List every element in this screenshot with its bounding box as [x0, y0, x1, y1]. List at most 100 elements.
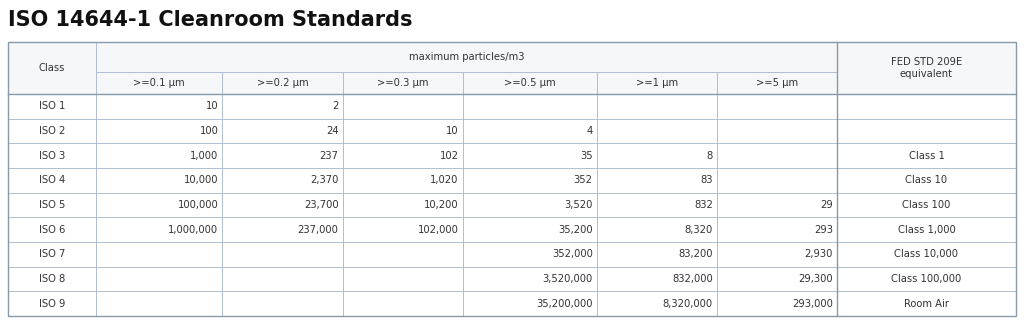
- Bar: [8, 291, 96, 316]
- Text: ISO 4: ISO 4: [39, 175, 66, 185]
- Text: >=0.2 μm: >=0.2 μm: [257, 78, 308, 88]
- Text: ISO 14644-1 Cleanroom Standards: ISO 14644-1 Cleanroom Standards: [8, 10, 413, 30]
- Bar: [837, 42, 1016, 94]
- Bar: [222, 193, 343, 217]
- Bar: [597, 193, 717, 217]
- Text: ISO 6: ISO 6: [39, 225, 66, 235]
- Bar: [717, 94, 837, 119]
- Bar: [597, 291, 717, 316]
- Text: 2,370: 2,370: [310, 175, 339, 185]
- Text: ISO 1: ISO 1: [39, 101, 66, 111]
- Bar: [463, 119, 597, 143]
- Bar: [96, 267, 222, 291]
- Bar: [463, 94, 597, 119]
- Text: 3,520,000: 3,520,000: [543, 274, 593, 284]
- Bar: [343, 72, 463, 94]
- Text: 83,200: 83,200: [678, 249, 713, 259]
- Bar: [343, 291, 463, 316]
- Text: 237,000: 237,000: [298, 225, 339, 235]
- Bar: [717, 119, 837, 143]
- Text: 35,200,000: 35,200,000: [537, 299, 593, 309]
- Bar: [463, 143, 597, 168]
- Bar: [222, 168, 343, 193]
- Bar: [222, 267, 343, 291]
- Bar: [837, 193, 1016, 217]
- Text: 832,000: 832,000: [672, 274, 713, 284]
- Text: 35: 35: [580, 151, 593, 161]
- Bar: [717, 242, 837, 267]
- Bar: [837, 94, 1016, 119]
- Bar: [463, 168, 597, 193]
- Bar: [96, 42, 837, 72]
- Bar: [343, 193, 463, 217]
- Bar: [96, 168, 222, 193]
- Text: 352: 352: [573, 175, 593, 185]
- Bar: [343, 119, 463, 143]
- Text: 352,000: 352,000: [552, 249, 593, 259]
- Text: >=0.1 μm: >=0.1 μm: [133, 78, 185, 88]
- Bar: [463, 267, 597, 291]
- Bar: [463, 193, 597, 217]
- Bar: [96, 193, 222, 217]
- Text: Class 10: Class 10: [905, 175, 947, 185]
- Text: 102,000: 102,000: [418, 225, 459, 235]
- Bar: [717, 291, 837, 316]
- Text: 83: 83: [700, 175, 713, 185]
- Text: 10,000: 10,000: [184, 175, 218, 185]
- Text: 2: 2: [332, 101, 339, 111]
- Text: >=0.5 μm: >=0.5 μm: [504, 78, 555, 88]
- Bar: [222, 217, 343, 242]
- Text: 102: 102: [439, 151, 459, 161]
- Bar: [96, 242, 222, 267]
- Text: ISO 2: ISO 2: [39, 126, 66, 136]
- Bar: [717, 72, 837, 94]
- Text: 293,000: 293,000: [792, 299, 833, 309]
- Text: 293: 293: [814, 225, 833, 235]
- Bar: [597, 168, 717, 193]
- Bar: [96, 72, 222, 94]
- Bar: [222, 94, 343, 119]
- Bar: [8, 143, 96, 168]
- Text: >=1 μm: >=1 μm: [636, 78, 678, 88]
- Text: 10: 10: [446, 126, 459, 136]
- Bar: [8, 42, 96, 94]
- Bar: [8, 267, 96, 291]
- Bar: [837, 143, 1016, 168]
- Bar: [343, 168, 463, 193]
- Text: >=0.3 μm: >=0.3 μm: [377, 78, 428, 88]
- Text: 29: 29: [820, 200, 833, 210]
- Text: 237: 237: [319, 151, 339, 161]
- Bar: [222, 291, 343, 316]
- Text: Class 100,000: Class 100,000: [891, 274, 962, 284]
- Bar: [837, 267, 1016, 291]
- Bar: [343, 94, 463, 119]
- Text: Class 1,000: Class 1,000: [898, 225, 955, 235]
- Text: 8,320: 8,320: [685, 225, 713, 235]
- Bar: [8, 168, 96, 193]
- Bar: [96, 217, 222, 242]
- Bar: [463, 72, 597, 94]
- Bar: [343, 217, 463, 242]
- Bar: [717, 143, 837, 168]
- Bar: [343, 267, 463, 291]
- Bar: [597, 242, 717, 267]
- Text: 4: 4: [587, 126, 593, 136]
- Text: ISO 8: ISO 8: [39, 274, 66, 284]
- Bar: [8, 94, 96, 119]
- Text: Room Air: Room Air: [904, 299, 949, 309]
- Bar: [343, 242, 463, 267]
- Bar: [463, 242, 597, 267]
- Text: 35,200: 35,200: [558, 225, 593, 235]
- Text: 100,000: 100,000: [178, 200, 218, 210]
- Text: Class 10,000: Class 10,000: [894, 249, 958, 259]
- Text: ISO 3: ISO 3: [39, 151, 66, 161]
- Text: Class 1: Class 1: [908, 151, 944, 161]
- Text: 10,200: 10,200: [424, 200, 459, 210]
- Text: Class 100: Class 100: [902, 200, 950, 210]
- Bar: [837, 168, 1016, 193]
- Bar: [222, 72, 343, 94]
- Bar: [343, 143, 463, 168]
- Text: 10: 10: [206, 101, 218, 111]
- Text: maximum particles/m3: maximum particles/m3: [409, 52, 524, 62]
- Bar: [837, 291, 1016, 316]
